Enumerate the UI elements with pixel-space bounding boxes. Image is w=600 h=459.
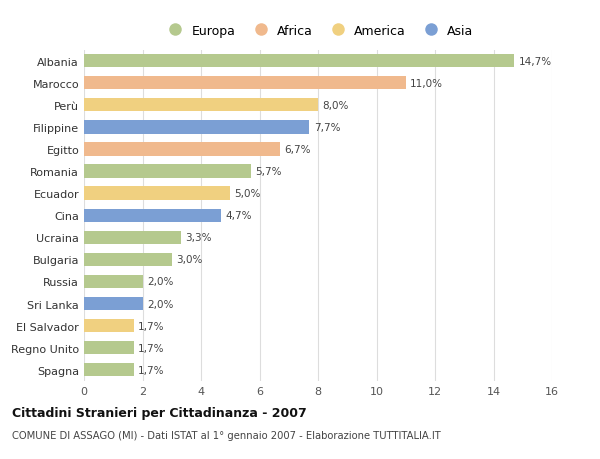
Text: 4,7%: 4,7% bbox=[226, 211, 253, 221]
Text: 1,7%: 1,7% bbox=[138, 343, 164, 353]
Text: 7,7%: 7,7% bbox=[314, 123, 340, 133]
Bar bbox=[84, 209, 221, 222]
Text: COMUNE DI ASSAGO (MI) - Dati ISTAT al 1° gennaio 2007 - Elaborazione TUTTITALIA.: COMUNE DI ASSAGO (MI) - Dati ISTAT al 1°… bbox=[12, 431, 441, 441]
Bar bbox=[84, 99, 318, 112]
Legend: Europa, Africa, America, Asia: Europa, Africa, America, Asia bbox=[163, 25, 473, 38]
Text: 6,7%: 6,7% bbox=[284, 145, 311, 155]
Bar bbox=[84, 121, 309, 134]
Text: 11,0%: 11,0% bbox=[410, 78, 443, 89]
Bar bbox=[84, 143, 280, 156]
Text: 3,0%: 3,0% bbox=[176, 255, 203, 265]
Bar bbox=[84, 55, 514, 68]
Bar bbox=[84, 319, 134, 332]
Text: 5,0%: 5,0% bbox=[235, 189, 261, 199]
Bar bbox=[84, 231, 181, 244]
Text: 2,0%: 2,0% bbox=[147, 299, 173, 309]
Text: 1,7%: 1,7% bbox=[138, 321, 164, 331]
Bar bbox=[84, 341, 134, 354]
Bar bbox=[84, 275, 143, 288]
Text: 3,3%: 3,3% bbox=[185, 233, 211, 243]
Bar bbox=[84, 187, 230, 200]
Text: 1,7%: 1,7% bbox=[138, 365, 164, 375]
Text: 14,7%: 14,7% bbox=[518, 56, 551, 67]
Text: Cittadini Stranieri per Cittadinanza - 2007: Cittadini Stranieri per Cittadinanza - 2… bbox=[12, 406, 307, 419]
Bar bbox=[84, 77, 406, 90]
Text: 8,0%: 8,0% bbox=[322, 101, 349, 111]
Bar bbox=[84, 297, 143, 310]
Bar bbox=[84, 364, 134, 376]
Text: 2,0%: 2,0% bbox=[147, 277, 173, 287]
Text: 5,7%: 5,7% bbox=[255, 167, 281, 177]
Bar bbox=[84, 253, 172, 266]
Bar bbox=[84, 165, 251, 178]
